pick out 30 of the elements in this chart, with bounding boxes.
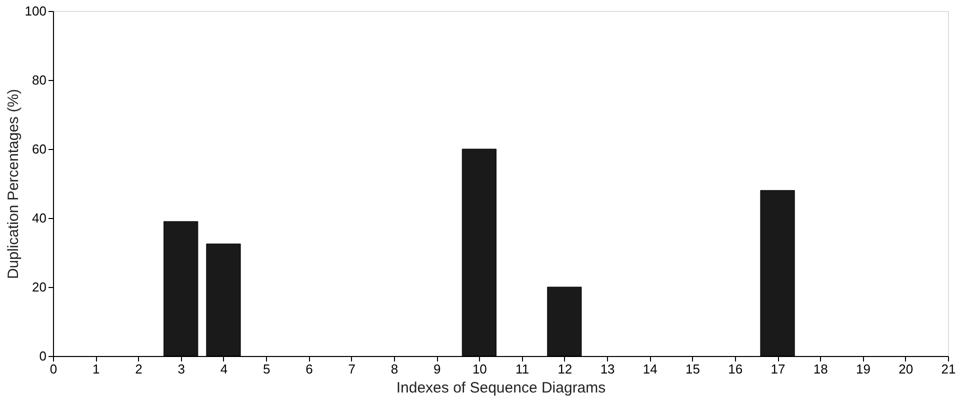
x-tick-label: 14: [642, 362, 658, 376]
x-tick-label: 19: [856, 362, 870, 376]
x-axis-title: Indexes of Sequence Diagrams: [396, 380, 606, 396]
x-tick-label: 18: [813, 362, 828, 376]
x-tick-label: 10: [472, 362, 487, 376]
x-tick-label: 15: [686, 362, 700, 376]
y-tick-label: 80: [32, 72, 46, 88]
y-tick-label: 60: [32, 142, 46, 156]
y-tick-label: 0: [39, 348, 46, 364]
x-tick-label: 11: [516, 362, 530, 376]
y-axis-title: Duplication Percentages (%): [4, 88, 22, 280]
y-tick-label: 40: [32, 210, 46, 226]
x-tick-label: 12: [558, 362, 572, 376]
x-tick-label: 16: [728, 362, 743, 376]
x-tick-label: 1: [92, 362, 100, 376]
x-tick-label: 13: [600, 362, 615, 376]
x-tick-label: 21: [941, 362, 956, 376]
y-tick-label: 100: [24, 4, 46, 18]
x-tick-label: 17: [770, 362, 786, 376]
x-tick-label: 9: [433, 362, 441, 376]
x-tick-label: 20: [898, 362, 914, 376]
x-tick-label: 6: [306, 362, 313, 376]
x-tick-label: 7: [348, 362, 356, 376]
x-tick-label: 4: [220, 362, 228, 376]
x-tick-label: 0: [50, 362, 58, 376]
x-tick-label: 3: [178, 362, 185, 376]
x-tick-label: 2: [135, 362, 142, 376]
x-tick-label: 8: [390, 362, 398, 376]
y-tick-label: 20: [32, 280, 46, 294]
x-tick-label: 5: [262, 362, 270, 376]
